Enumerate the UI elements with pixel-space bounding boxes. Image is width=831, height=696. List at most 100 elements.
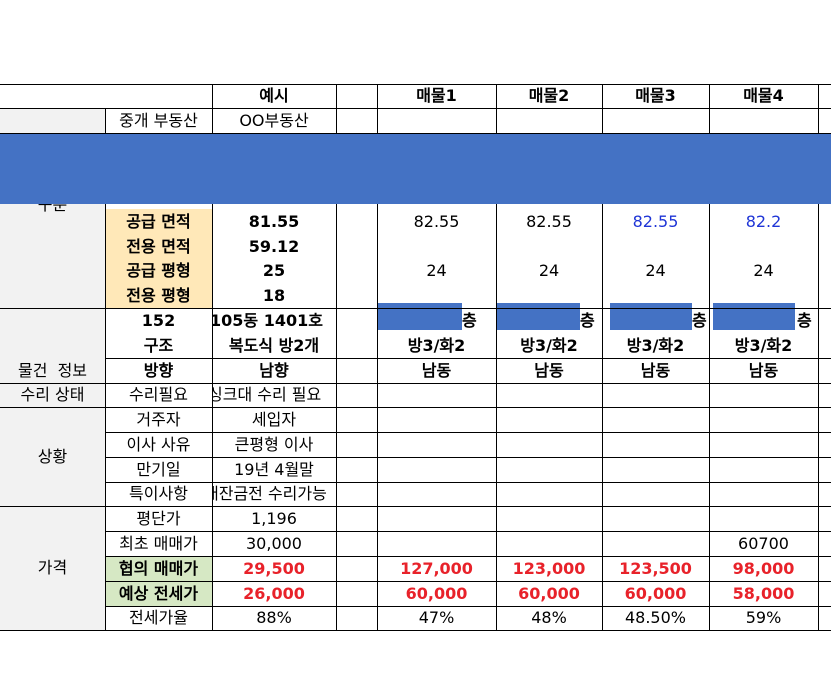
area-row-value: 24 xyxy=(426,260,447,280)
grid-line xyxy=(105,482,831,483)
grid-line xyxy=(0,383,831,384)
direction-value: 남동 xyxy=(748,360,779,380)
grid-line xyxy=(0,308,831,309)
area-row-value: 82.55 xyxy=(413,211,460,231)
grid-line xyxy=(818,204,819,630)
agency-label: 중개 부동산 xyxy=(119,110,198,130)
price-label: 전세가율 xyxy=(129,608,188,627)
structure-value: 방3/화2 xyxy=(734,335,793,355)
price-value: 127,000 xyxy=(400,558,473,578)
floor-suffix: 층 xyxy=(797,310,812,330)
direction-label: 방향 xyxy=(143,360,174,380)
section-label-situation: 상황 xyxy=(37,446,68,466)
grid-line xyxy=(0,407,831,408)
area-row-value: 82.2 xyxy=(745,211,782,231)
repair-example: 싱크대 수리 필요 xyxy=(208,385,322,404)
area-row-value: 24 xyxy=(645,260,666,280)
grid-line xyxy=(105,531,831,532)
grid-line xyxy=(0,108,831,109)
repair-label: 수리필요 xyxy=(129,385,188,404)
area-row-value: 82.55 xyxy=(526,211,572,231)
area-row-value: 24 xyxy=(538,260,560,280)
floor-suffix: 층 xyxy=(580,310,595,330)
section-label-price: 가격 xyxy=(37,558,68,577)
direction-value: 남동 xyxy=(421,360,452,380)
header-listing-1: 매물1 xyxy=(416,86,457,105)
structure-example: 복도식 방2개 xyxy=(228,335,320,355)
grid-line xyxy=(105,606,831,607)
agency-example: OO부동산 xyxy=(239,110,309,130)
area-row-example: 18 xyxy=(262,285,286,305)
area-row-value: 82.55 xyxy=(632,211,679,231)
redaction-block xyxy=(713,303,795,330)
floor-suffix: 층 xyxy=(692,310,707,330)
situation-label: 이사 사유 xyxy=(126,434,191,454)
grid-line xyxy=(105,556,831,557)
grid-line xyxy=(0,630,831,631)
area-row-example: 25 xyxy=(262,260,286,280)
price-example: 30,000 xyxy=(246,533,302,553)
structure-label: 구조 xyxy=(143,335,174,355)
unit-row-example: 105동 1401호 xyxy=(210,310,323,330)
redaction-block xyxy=(497,303,580,330)
area-row-value: 24 xyxy=(753,260,774,280)
price-label: 예상 전세가 xyxy=(118,583,199,603)
price-value: 58,000 xyxy=(732,583,795,603)
price-value: 60,000 xyxy=(405,583,468,603)
unit-row-label: 152 xyxy=(141,310,176,330)
price-label: 평단가 xyxy=(136,508,181,528)
price-label: 최초 매매가 xyxy=(119,533,198,553)
price-example: 29,500 xyxy=(243,558,305,578)
situation-label: 특이사항 xyxy=(129,484,188,503)
area-row-label: 공급 면적 xyxy=(126,211,191,231)
grid-line xyxy=(496,204,497,630)
grid-line xyxy=(336,84,337,134)
situation-example: 매잔금전 수리가능 xyxy=(204,484,327,503)
area-row-example: 81.55 xyxy=(248,211,300,231)
price-value: 48% xyxy=(531,608,567,627)
grid-line xyxy=(818,84,819,134)
structure-value: 방3/화2 xyxy=(626,335,685,355)
price-value: 48.50% xyxy=(624,608,686,627)
direction-example: 남향 xyxy=(259,360,289,380)
grid-line xyxy=(377,84,378,134)
direction-value: 남동 xyxy=(534,360,564,380)
price-value: 98,000 xyxy=(732,558,795,578)
grid-line xyxy=(336,204,337,630)
structure-value: 방3/화2 xyxy=(520,335,578,355)
situation-example: 19년 4월말 xyxy=(234,459,314,479)
redaction-block xyxy=(378,303,462,330)
grid-line xyxy=(212,84,213,134)
area-row-example: 59.12 xyxy=(248,236,300,256)
floor-suffix: 층 xyxy=(462,310,477,330)
grid-line xyxy=(0,506,831,507)
grid-line xyxy=(105,432,831,433)
grid-line xyxy=(709,204,710,630)
price-value: 123,500 xyxy=(619,558,692,578)
situation-example: 큰평형 이사 xyxy=(234,434,314,454)
grid-line xyxy=(105,204,106,630)
area-label-bg xyxy=(105,209,212,308)
section-label-repair: 수리 상태 xyxy=(20,385,85,404)
grid-line xyxy=(602,204,603,630)
header-listing-3: 매물3 xyxy=(635,86,676,105)
area-row-label: 공급 평형 xyxy=(126,260,191,280)
direction-value: 남동 xyxy=(640,360,671,380)
price-example: 88% xyxy=(256,608,292,627)
header-listing-2: 매물2 xyxy=(528,86,570,105)
price-value: 60700 xyxy=(738,533,789,553)
price-value: 47% xyxy=(418,608,455,627)
section-label-info: 물건 정보 xyxy=(17,360,88,380)
grid-line xyxy=(0,133,831,134)
grid-line xyxy=(105,457,831,458)
price-value: 123,000 xyxy=(512,558,586,578)
header-example: 예시 xyxy=(259,86,289,105)
price-value: 60,000 xyxy=(518,583,580,603)
area-row-label: 전용 면적 xyxy=(126,236,191,256)
blue-banner xyxy=(0,134,831,204)
grid-line xyxy=(105,581,831,582)
price-example: 26,000 xyxy=(243,583,305,603)
price-label: 협의 매매가 xyxy=(118,558,199,578)
grid-line xyxy=(105,358,831,359)
grid-line xyxy=(212,204,213,630)
